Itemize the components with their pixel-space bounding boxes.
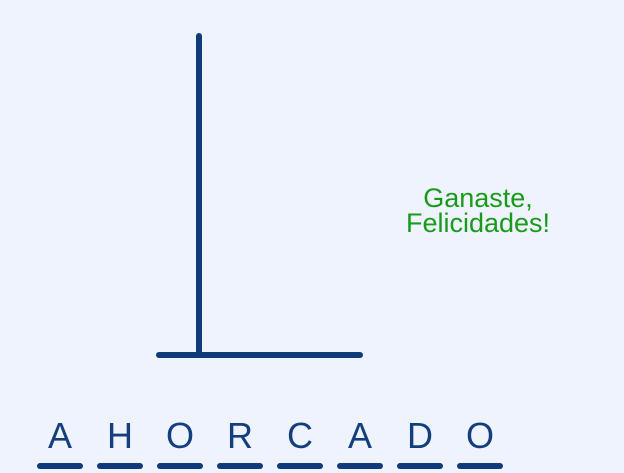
- letter-underline: [97, 463, 143, 469]
- letter-underline: [157, 463, 203, 469]
- letter: H: [107, 415, 133, 456]
- letter-underline: [217, 463, 263, 469]
- letter-underline: [277, 463, 323, 469]
- letter-slot: D: [397, 415, 443, 471]
- letter-slot: A: [337, 415, 383, 471]
- letter-slot: H: [97, 415, 143, 471]
- letter-slot: O: [157, 415, 203, 471]
- letter-underline: [337, 463, 383, 469]
- letter-underline: [37, 463, 83, 469]
- win-message-line-1: Ganaste,: [423, 183, 533, 213]
- letter-slot: A: [37, 415, 83, 471]
- letter: O: [165, 415, 194, 456]
- letter: D: [407, 415, 433, 456]
- letter: R: [227, 415, 253, 456]
- letter: O: [465, 415, 494, 456]
- letter-slot: R: [217, 415, 263, 471]
- letter: A: [47, 415, 72, 456]
- win-message: Ganaste, Felicidades!: [378, 183, 578, 238]
- letter-slot: C: [277, 415, 323, 471]
- win-message-line-2: Felicidades!: [405, 208, 551, 238]
- letter: C: [287, 415, 313, 456]
- letter-underline: [397, 463, 443, 469]
- letter: A: [347, 415, 372, 456]
- letter-underline: [457, 463, 503, 469]
- letter-slot: O: [457, 415, 503, 471]
